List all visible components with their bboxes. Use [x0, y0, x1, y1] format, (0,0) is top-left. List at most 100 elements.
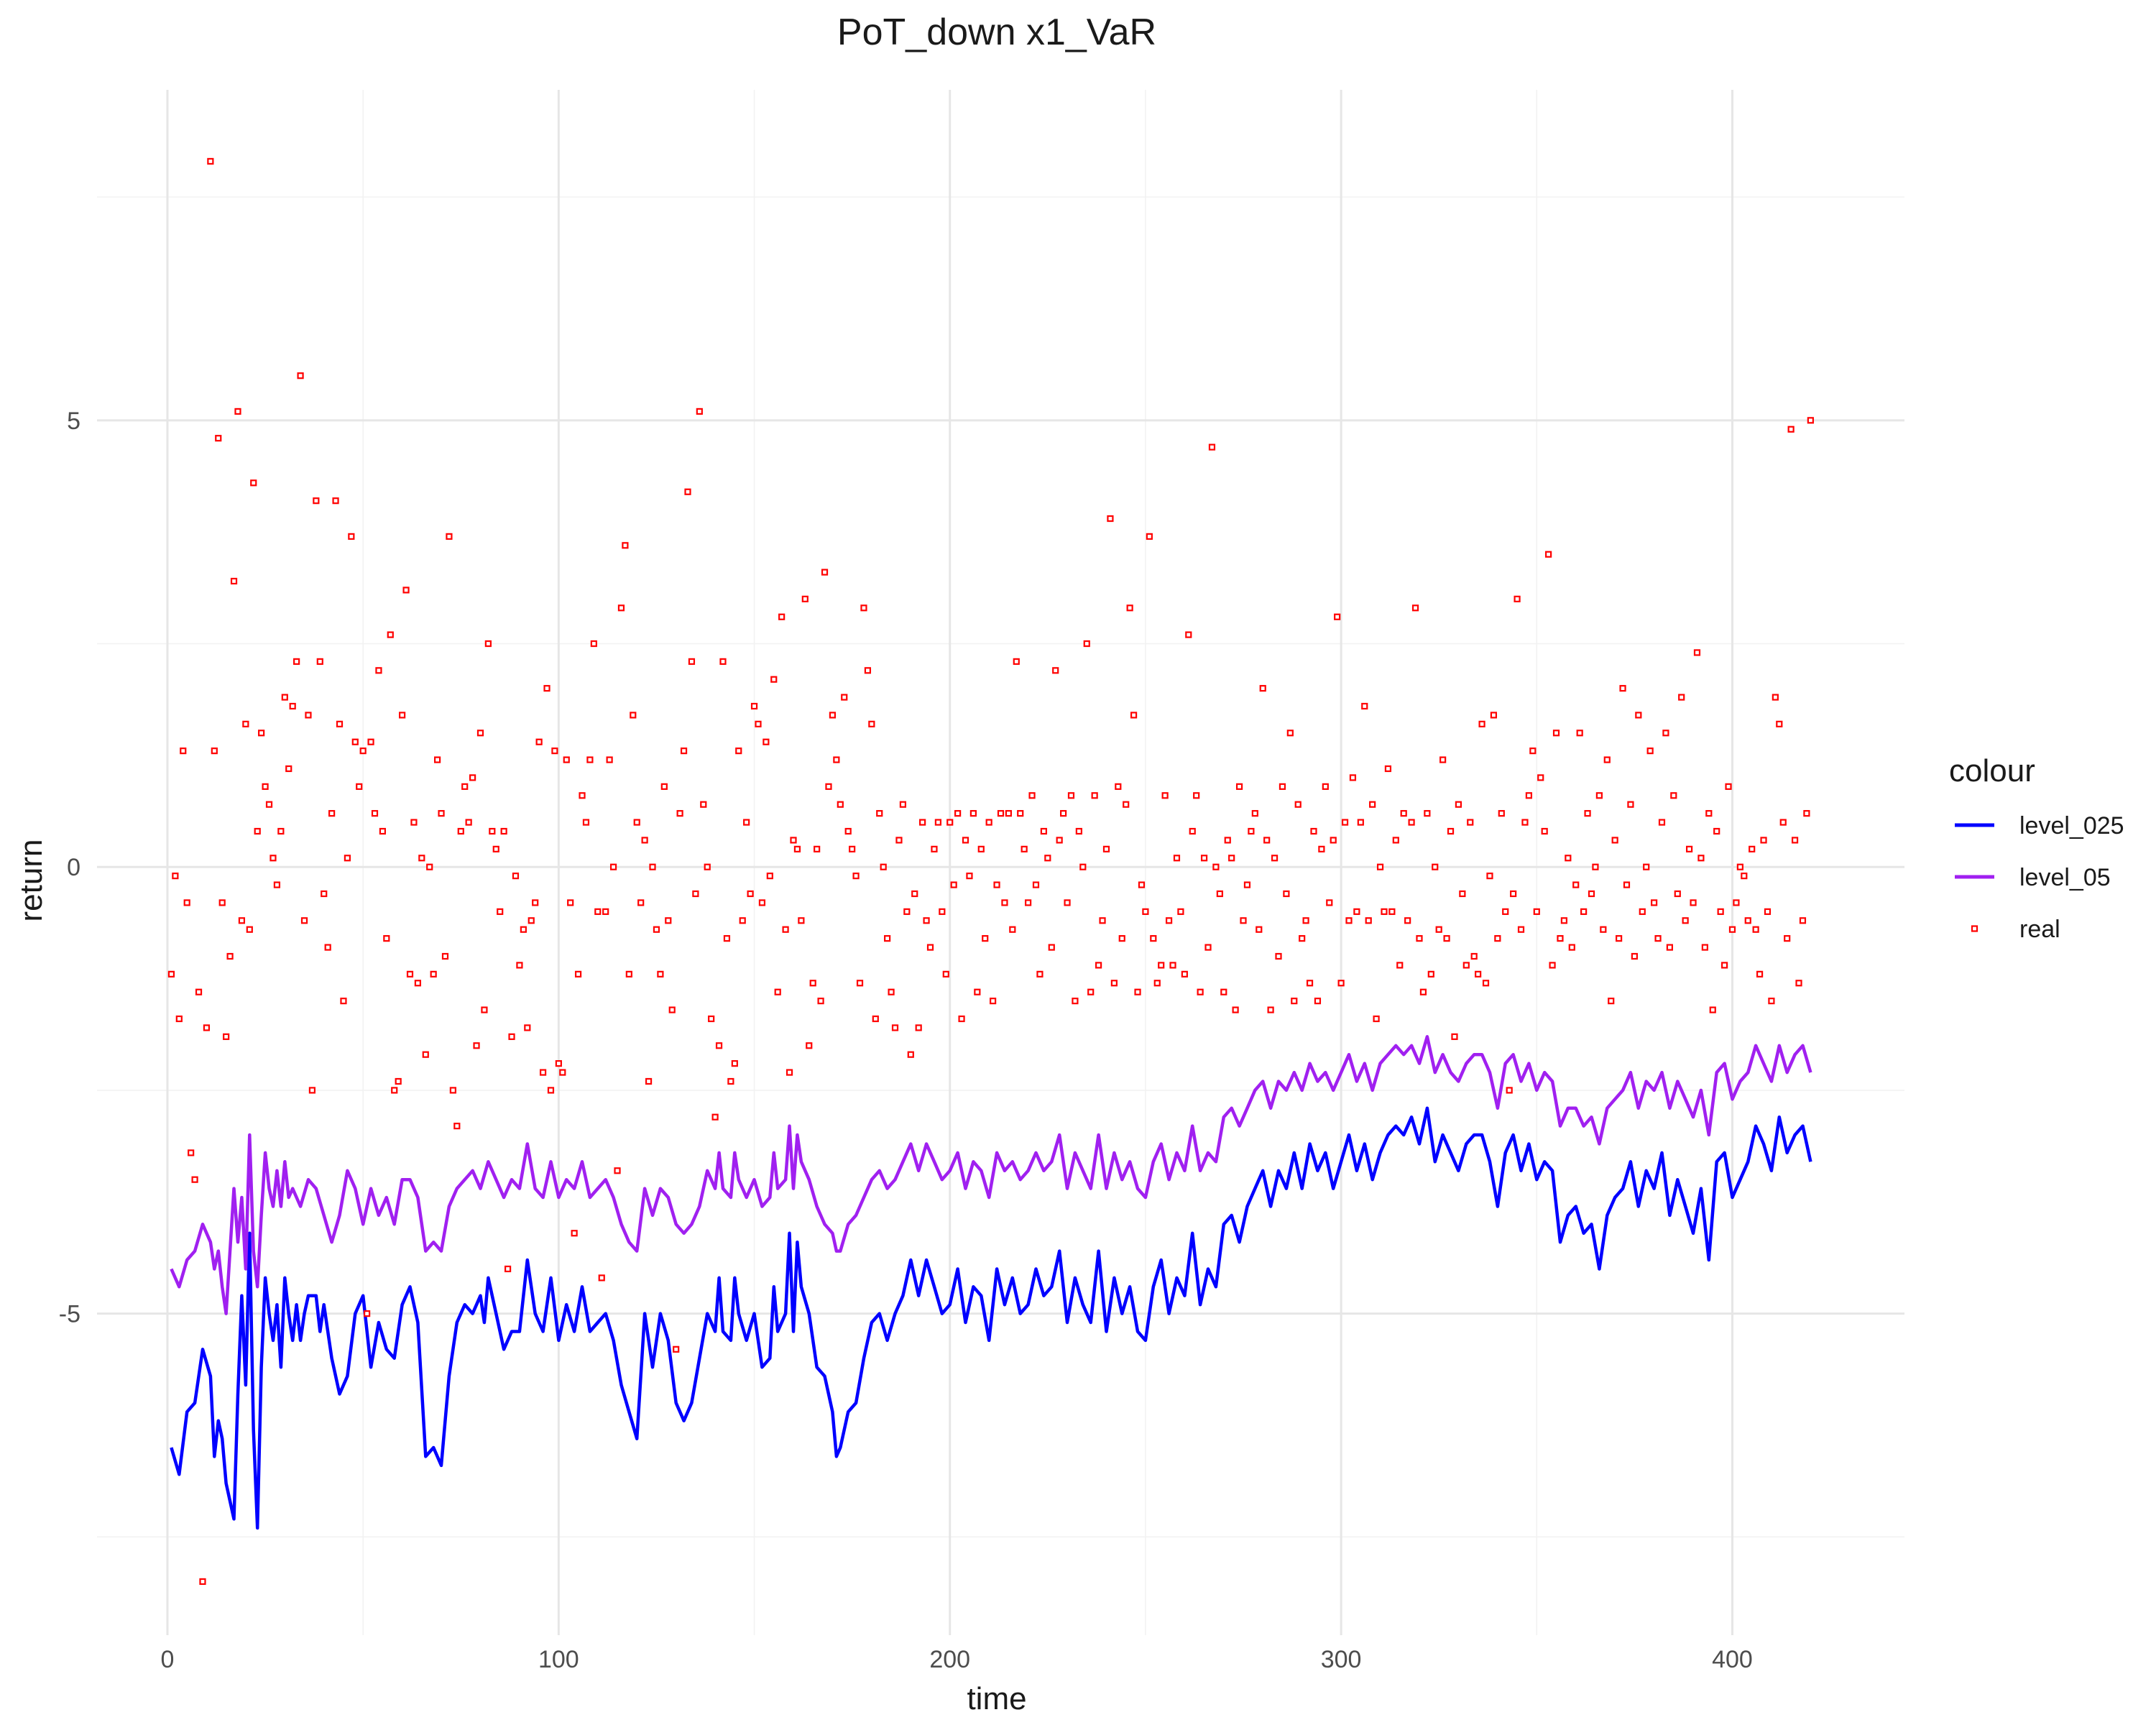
y-tick-label: 0	[67, 854, 80, 881]
data-point	[1779, 819, 1787, 826]
data-point	[735, 748, 742, 755]
data-point	[1001, 899, 1008, 906]
data-point	[747, 890, 754, 898]
data-point	[1651, 899, 1658, 906]
data-point	[653, 926, 660, 933]
data-point	[1408, 819, 1415, 826]
data-point	[1286, 730, 1294, 737]
data-point	[332, 497, 339, 505]
data-point	[1189, 827, 1196, 835]
data-point	[1803, 810, 1810, 817]
data-point	[559, 1069, 566, 1076]
data-point	[1670, 792, 1677, 799]
data-point	[907, 1051, 914, 1058]
data-point	[966, 873, 973, 880]
data-point	[876, 810, 883, 817]
data-point	[195, 988, 203, 995]
data-point	[1666, 944, 1673, 951]
data-point	[665, 917, 672, 924]
data-point	[1263, 837, 1271, 844]
legend-item-level_05: level_05	[1955, 864, 2111, 891]
data-point	[1095, 962, 1102, 969]
data-point	[1283, 890, 1290, 898]
legend-key-real	[1971, 925, 1978, 932]
data-point	[825, 783, 832, 790]
data-point	[1349, 774, 1357, 781]
data-point	[1388, 908, 1396, 915]
data-point	[727, 1077, 734, 1085]
data-point	[915, 1024, 922, 1031]
data-point	[1025, 899, 1032, 906]
data-point	[985, 819, 992, 826]
x-tick-label: 0	[161, 1646, 175, 1673]
data-point	[657, 970, 664, 978]
data-point	[801, 595, 808, 602]
data-point	[1439, 756, 1447, 763]
data-point	[954, 810, 962, 817]
data-point	[246, 926, 253, 933]
data-point	[704, 863, 711, 870]
data-point	[453, 1123, 461, 1130]
data-point	[285, 765, 292, 773]
data-point	[289, 702, 296, 710]
data-point	[1427, 970, 1434, 978]
data-point	[1701, 944, 1708, 951]
data-point	[1741, 873, 1748, 880]
data-point	[700, 801, 707, 808]
data-point	[1153, 980, 1161, 987]
data-point	[1291, 998, 1298, 1005]
data-point	[750, 702, 758, 710]
data-point	[356, 783, 363, 790]
data-point	[1235, 783, 1243, 790]
data-point	[1685, 845, 1693, 852]
data-point	[668, 1006, 676, 1013]
data-point	[676, 810, 683, 817]
data-point	[539, 1069, 547, 1076]
data-point	[1619, 685, 1626, 692]
data-point	[422, 1051, 429, 1058]
data-point	[1404, 917, 1411, 924]
data-point	[1560, 917, 1567, 924]
data-point	[790, 837, 797, 844]
data-point	[778, 613, 786, 620]
data-point	[1036, 970, 1044, 978]
data-point	[567, 899, 574, 906]
data-point	[254, 827, 261, 835]
data-point	[1150, 935, 1157, 942]
data-point	[1646, 748, 1654, 755]
data-point	[543, 685, 550, 692]
data-point	[609, 863, 617, 870]
data-point	[1193, 792, 1200, 799]
data-point	[817, 998, 824, 1005]
data-point	[324, 944, 331, 951]
data-point	[1432, 863, 1439, 870]
data-point	[1494, 935, 1501, 942]
data-point	[1361, 702, 1368, 710]
x-axis-title: time	[967, 1681, 1026, 1716]
data-point	[1545, 551, 1552, 558]
data-point	[622, 542, 629, 549]
series-line-level_05	[170, 1035, 1812, 1315]
data-point	[942, 970, 949, 978]
data-point	[316, 658, 323, 665]
data-point	[837, 801, 844, 808]
data-point	[625, 970, 632, 978]
data-point	[1099, 917, 1106, 924]
data-point	[1158, 962, 1165, 969]
data-point	[1517, 926, 1525, 933]
data-point	[473, 1042, 480, 1049]
data-point	[1603, 756, 1611, 763]
plot-area	[97, 90, 1904, 1635]
data-point	[602, 908, 609, 915]
data-point	[1784, 935, 1791, 942]
data-point	[1482, 980, 1490, 987]
data-point	[793, 845, 801, 852]
data-point	[1376, 863, 1384, 870]
legend-label-real: real	[2019, 916, 2060, 943]
data-point	[336, 720, 344, 727]
data-point	[215, 435, 222, 442]
data-point	[1459, 890, 1466, 898]
data-point	[1643, 863, 1650, 870]
data-point	[1075, 827, 1082, 835]
data-point	[226, 952, 234, 960]
